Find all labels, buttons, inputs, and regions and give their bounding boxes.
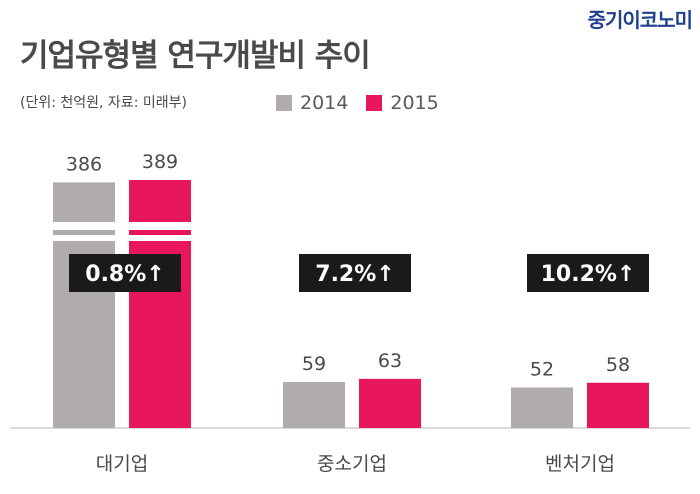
legend-item-2015: 2015 <box>366 92 439 114</box>
axis-break-gap-2014 <box>52 222 116 230</box>
value-label-2015-1: 63 <box>378 350 402 372</box>
value-label-2014-2: 52 <box>530 358 554 380</box>
legend-item-2014: 2014 <box>276 92 348 114</box>
bar-2014-0 <box>53 182 115 428</box>
growth-label-2: 10.2%↑ <box>541 262 636 287</box>
bar-2015-0 <box>129 180 191 428</box>
value-label-2015-2: 58 <box>606 354 630 376</box>
axis-break-gap2-2015 <box>128 235 192 241</box>
value-label-2015-0: 389 <box>142 151 178 173</box>
growth-label-1: 7.2%↑ <box>315 262 394 287</box>
bar-2014-2 <box>511 387 573 428</box>
category-label-0: 대기업 <box>96 453 148 475</box>
value-label-2014-0: 386 <box>66 153 102 175</box>
axis-break-gap-2015 <box>128 222 192 230</box>
growth-box-0 <box>69 254 181 292</box>
brand-logo: 중기이코노미 <box>587 8 693 32</box>
growth-box-1 <box>299 254 411 292</box>
bar-2014-1 <box>283 381 345 428</box>
unit-note: (단위: 천억원, 자료: 미래부) <box>20 95 187 111</box>
growth-label-0: 0.8%↑ <box>85 262 164 287</box>
legend-swatch-2015 <box>366 95 383 111</box>
legend-label-2014: 2014 <box>300 92 349 114</box>
chart-title: 기업유형별 연구개발비 추이 <box>20 38 371 74</box>
value-label-2014-1: 59 <box>302 353 326 375</box>
axis-break-gap2-2014 <box>52 235 116 241</box>
legend-label-2015: 2015 <box>390 92 439 114</box>
legend-swatch-2014 <box>276 95 292 111</box>
category-label-1: 중소기업 <box>317 453 387 475</box>
category-label-2: 벤처기업 <box>545 453 615 475</box>
bar-2015-1 <box>359 378 421 428</box>
bar-2015-2 <box>587 382 649 428</box>
legend: 2014 2015 <box>276 92 457 114</box>
growth-box-2 <box>527 254 649 292</box>
